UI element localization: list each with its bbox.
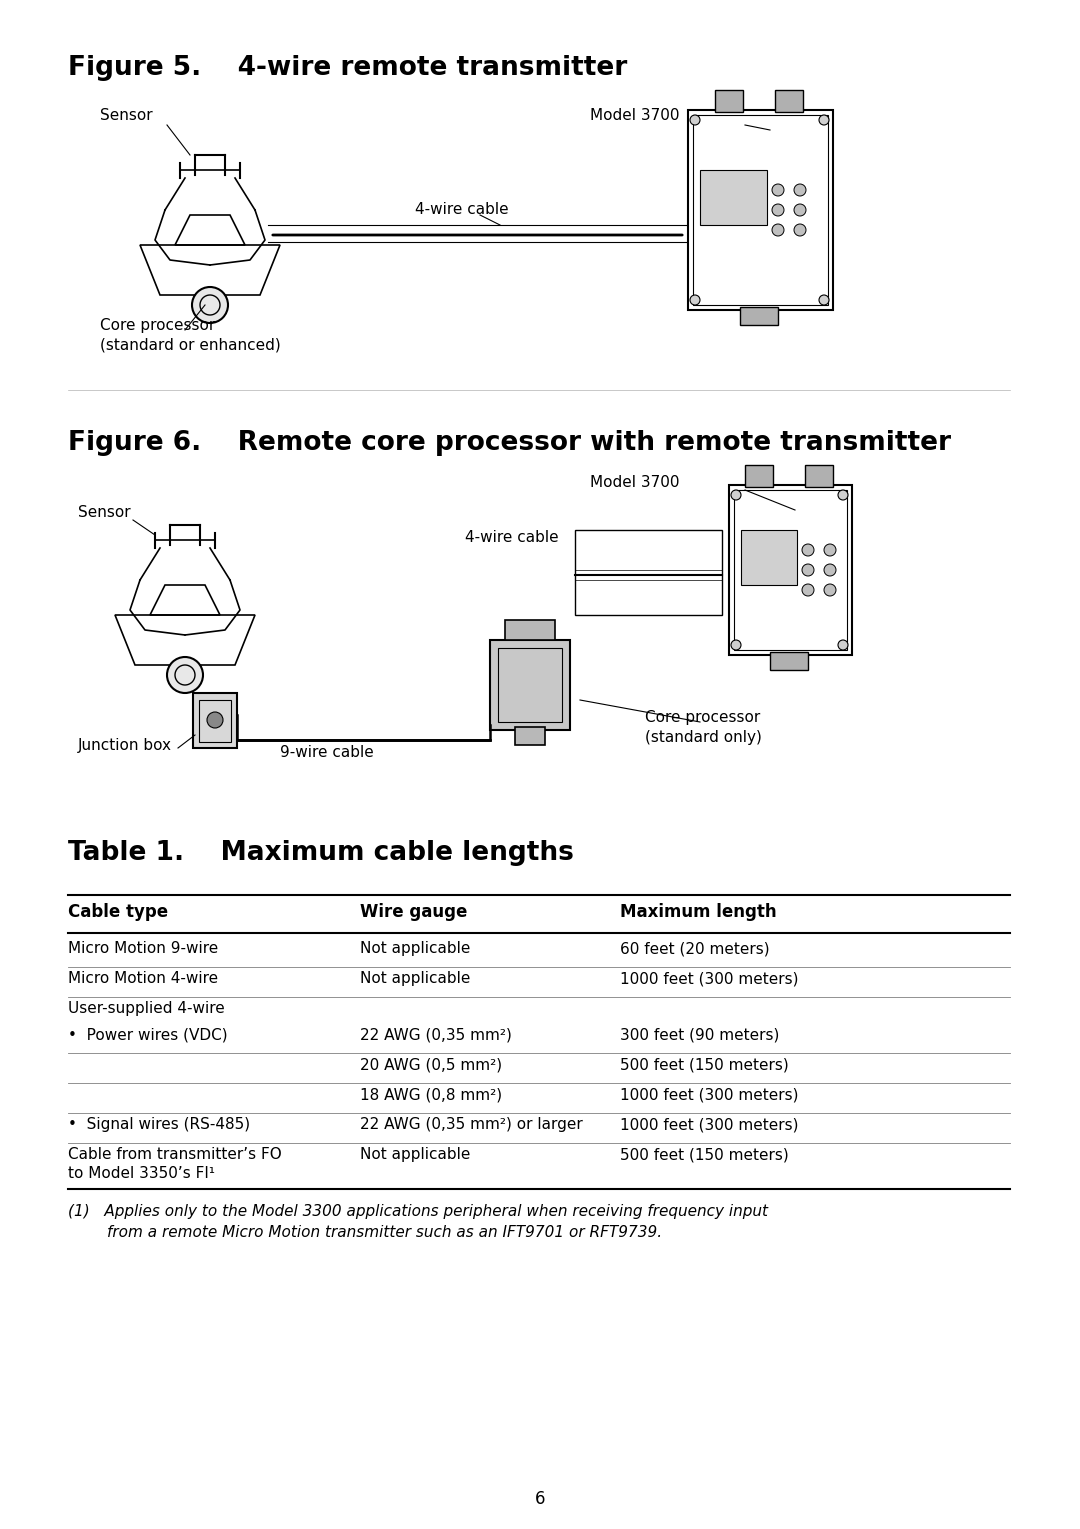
Bar [700, 170, 767, 225]
Circle shape [824, 584, 836, 596]
Text: Junction box: Junction box [78, 739, 172, 752]
Text: Model 3700: Model 3700 [590, 109, 679, 122]
Circle shape [802, 564, 814, 576]
Bar [575, 531, 723, 615]
Bar [715, 90, 743, 112]
Text: (1)   Applies only to the Model 3300 applications peripheral when receiving freq: (1) Applies only to the Model 3300 appli… [68, 1203, 768, 1240]
Bar [741, 531, 797, 586]
Text: Not applicable: Not applicable [360, 971, 471, 986]
Text: Not applicable: Not applicable [360, 940, 471, 956]
Text: 22 AWG (0,35 mm²): 22 AWG (0,35 mm²) [360, 1027, 512, 1041]
Text: Cable type: Cable type [68, 904, 168, 920]
Bar [740, 307, 778, 326]
Text: Wire gauge: Wire gauge [360, 904, 468, 920]
Text: Core processor
(standard only): Core processor (standard only) [645, 709, 761, 745]
Text: •  Power wires (VDC): • Power wires (VDC) [68, 1027, 228, 1041]
Text: Figure 5.    4-wire remote transmitter: Figure 5. 4-wire remote transmitter [68, 55, 627, 81]
Text: 22 AWG (0,35 mm²) or larger: 22 AWG (0,35 mm²) or larger [360, 1118, 583, 1131]
Circle shape [192, 287, 228, 323]
Text: 20 AWG (0,5 mm²): 20 AWG (0,5 mm²) [360, 1057, 502, 1072]
Text: 4-wire cable: 4-wire cable [415, 202, 509, 217]
Bar [515, 726, 545, 745]
Bar [734, 489, 847, 650]
Circle shape [794, 203, 806, 216]
Text: 500 feet (150 meters): 500 feet (150 meters) [620, 1057, 788, 1072]
Circle shape [690, 295, 700, 304]
Bar [688, 110, 833, 310]
Text: User-supplied 4-wire: User-supplied 4-wire [68, 1001, 225, 1015]
Text: Figure 6.    Remote core processor with remote transmitter: Figure 6. Remote core processor with rem… [68, 430, 951, 456]
Text: Maximum length: Maximum length [620, 904, 777, 920]
Text: 18 AWG (0,8 mm²): 18 AWG (0,8 mm²) [360, 1087, 502, 1102]
Bar [775, 90, 804, 112]
Text: 300 feet (90 meters): 300 feet (90 meters) [620, 1027, 780, 1041]
Circle shape [772, 225, 784, 235]
Text: 1000 feet (300 meters): 1000 feet (300 meters) [620, 1087, 798, 1102]
Bar [498, 648, 562, 722]
Bar [729, 485, 852, 654]
Circle shape [794, 225, 806, 235]
Text: Cable from transmitter’s FO
to Model 3350’s FI¹: Cable from transmitter’s FO to Model 335… [68, 1147, 282, 1180]
Bar [770, 651, 808, 670]
Text: 1000 feet (300 meters): 1000 feet (300 meters) [620, 1118, 798, 1131]
Circle shape [772, 203, 784, 216]
Circle shape [838, 489, 848, 500]
Text: Table 1.    Maximum cable lengths: Table 1. Maximum cable lengths [68, 839, 573, 865]
Bar [199, 700, 231, 742]
Text: Not applicable: Not applicable [360, 1147, 471, 1162]
Text: 4-wire cable: 4-wire cable [465, 531, 558, 544]
Text: 9-wire cable: 9-wire cable [280, 745, 374, 760]
Bar [505, 619, 555, 641]
Text: Model 3700: Model 3700 [590, 476, 679, 489]
Text: 60 feet (20 meters): 60 feet (20 meters) [620, 940, 770, 956]
Circle shape [819, 115, 829, 125]
Text: Sensor: Sensor [100, 109, 152, 122]
Bar [693, 115, 828, 304]
Circle shape [772, 183, 784, 196]
Circle shape [838, 641, 848, 650]
Circle shape [802, 584, 814, 596]
Circle shape [690, 115, 700, 125]
Text: 1000 feet (300 meters): 1000 feet (300 meters) [620, 971, 798, 986]
Circle shape [824, 544, 836, 557]
Text: Micro Motion 4-wire: Micro Motion 4-wire [68, 971, 218, 986]
Circle shape [731, 641, 741, 650]
Bar [805, 465, 833, 488]
Circle shape [207, 713, 222, 728]
Circle shape [794, 183, 806, 196]
Text: Sensor: Sensor [78, 505, 131, 520]
Text: 500 feet (150 meters): 500 feet (150 meters) [620, 1147, 788, 1162]
Circle shape [167, 657, 203, 693]
Bar [745, 465, 773, 488]
Circle shape [824, 564, 836, 576]
Bar [193, 693, 237, 748]
Text: 6: 6 [535, 1489, 545, 1508]
Text: Micro Motion 9-wire: Micro Motion 9-wire [68, 940, 218, 956]
Text: Core processor
(standard or enhanced): Core processor (standard or enhanced) [100, 318, 281, 353]
Text: •  Signal wires (RS-485): • Signal wires (RS-485) [68, 1118, 251, 1131]
Bar [490, 641, 570, 729]
Circle shape [731, 489, 741, 500]
Circle shape [802, 544, 814, 557]
Circle shape [819, 295, 829, 304]
